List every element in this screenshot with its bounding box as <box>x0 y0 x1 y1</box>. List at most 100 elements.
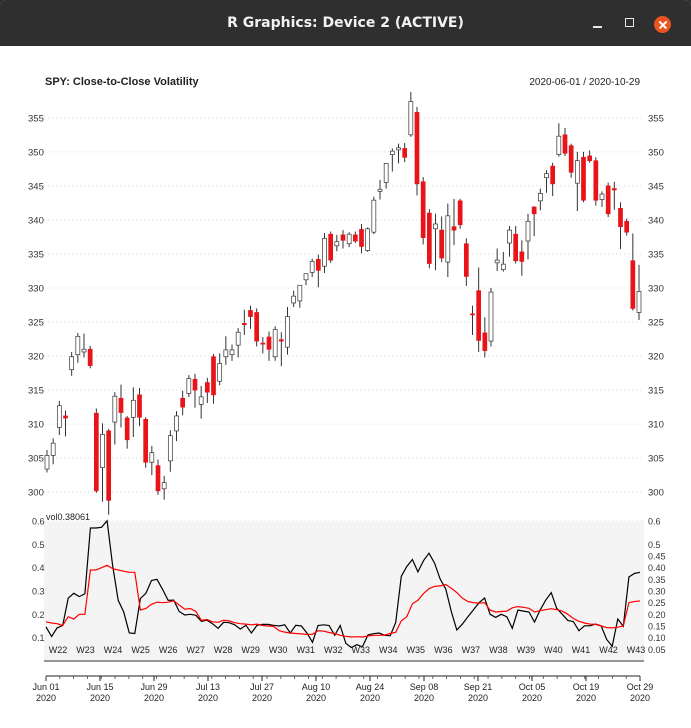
date-label: Aug 24 <box>356 682 385 692</box>
price-tick-left: 355 <box>28 113 44 124</box>
vol-tick-right: 0.10 <box>648 633 666 643</box>
vol-tick-left: 0.1 <box>32 633 45 643</box>
price-tick-left: 320 <box>28 352 44 363</box>
candle-up <box>198 396 204 405</box>
minimize-icon[interactable] <box>589 14 607 32</box>
candle-up <box>574 160 580 184</box>
vol-title-value: 0.38061 <box>58 512 91 522</box>
candle-down <box>463 243 469 277</box>
candle-down <box>420 181 426 238</box>
week-label: W40 <box>544 645 563 655</box>
week-label: W26 <box>159 645 178 655</box>
candle-down <box>315 259 321 271</box>
year-label: 2020 <box>198 693 218 703</box>
price-tick-left: 340 <box>28 215 44 226</box>
candle-up <box>81 348 87 353</box>
vol-tick-labels: 0.10.20.30.40.50.60.050.100.150.200.250.… <box>32 517 666 655</box>
price-tick-right: 310 <box>648 420 664 431</box>
date-label: Jun 15 <box>86 682 113 692</box>
vol-panel-bg <box>44 521 644 661</box>
candle-down <box>562 134 568 154</box>
vol-tick-right: 0.45 <box>648 552 666 562</box>
vol-tick-right: 0.6 <box>648 517 661 527</box>
candle-down <box>352 234 358 242</box>
vol-title: vol0.38061 <box>46 512 90 522</box>
price-tick-left: 300 <box>28 488 44 499</box>
date-label: Jul 27 <box>250 682 274 692</box>
candle-down <box>531 206 537 215</box>
title-bar[interactable]: R Graphics: Device 2 (ACTIVE) <box>0 0 691 46</box>
candle-up <box>285 316 290 348</box>
close-icon[interactable] <box>654 16 671 33</box>
vol-tick-right: 0.20 <box>648 610 666 620</box>
price-tick-labels: 300 300 305 305 310 310 315 315 320 320 325 325 330 3… <box>28 113 664 498</box>
candle-down <box>254 312 260 342</box>
candle-up <box>334 241 340 247</box>
date-label: Oct 29 <box>627 682 654 692</box>
candle-up <box>112 395 118 423</box>
week-label: W42 <box>599 645 618 655</box>
candle-up <box>346 233 352 245</box>
candle-up <box>303 273 309 281</box>
candle-down <box>137 394 142 418</box>
week-label: W27 <box>186 645 205 655</box>
date-label: Oct 05 <box>519 682 546 692</box>
candle-up <box>186 378 192 394</box>
candle-down <box>593 160 599 201</box>
candle-down <box>106 430 112 501</box>
candle-down <box>266 336 272 350</box>
candle-up <box>396 147 401 151</box>
candle-up <box>433 223 438 230</box>
vol-tick-right: 0.05 <box>648 645 666 655</box>
candle-down <box>211 356 216 396</box>
candle-down <box>143 418 149 463</box>
price-tick-right: 345 <box>648 181 664 192</box>
week-label: W28 <box>214 645 233 655</box>
week-label: W33 <box>352 645 371 655</box>
candle-up <box>525 220 531 242</box>
date-range-label: 2020-06-01 / 2020-10-29 <box>529 77 640 88</box>
price-tick-left: 350 <box>28 147 44 158</box>
candle-down <box>550 165 556 185</box>
candle-down <box>482 332 488 351</box>
candle-up <box>56 405 62 428</box>
price-tick-right: 325 <box>648 318 664 329</box>
vol-tick-left: 0.2 <box>32 610 45 620</box>
candle-down <box>611 188 617 191</box>
week-label: W41 <box>572 645 591 655</box>
year-label: 2020 <box>144 693 164 703</box>
maximize-icon[interactable] <box>621 14 639 32</box>
price-tick-left: 325 <box>28 318 44 329</box>
candle-down <box>402 148 408 158</box>
vol-tick-left: 0.5 <box>32 540 45 550</box>
candle-down <box>630 260 636 309</box>
date-label: Oct 19 <box>573 682 600 692</box>
price-panel-bg <box>44 94 644 516</box>
week-label: W22 <box>49 645 68 655</box>
candle-down <box>519 251 525 262</box>
week-label: W43 <box>627 645 646 655</box>
candle-down <box>451 226 457 231</box>
vol-series-line-black <box>45 519 641 649</box>
chart-svg: SPY: Close-to-Close Volatility 2020-06-0… <box>28 76 666 703</box>
week-label: W34 <box>379 645 398 655</box>
candle-down <box>624 220 630 233</box>
candle-down <box>581 156 586 201</box>
candle-down <box>457 200 463 226</box>
candle-down <box>340 234 346 241</box>
candle-down <box>359 229 364 247</box>
candle-up <box>291 295 297 304</box>
candle-down <box>587 155 593 162</box>
vol-title-name: vol <box>46 512 58 522</box>
candle-down <box>124 417 130 441</box>
candle-down <box>328 233 334 261</box>
date-label: Jul 13 <box>196 682 220 692</box>
candle-down <box>476 290 482 341</box>
candle-down <box>192 378 198 391</box>
vol-tick-right: 0.40 <box>648 563 666 573</box>
candle-up <box>229 349 235 356</box>
candle-down <box>260 342 266 345</box>
candle-down <box>118 397 124 413</box>
candle-down <box>426 212 432 264</box>
candle-up <box>383 163 389 183</box>
